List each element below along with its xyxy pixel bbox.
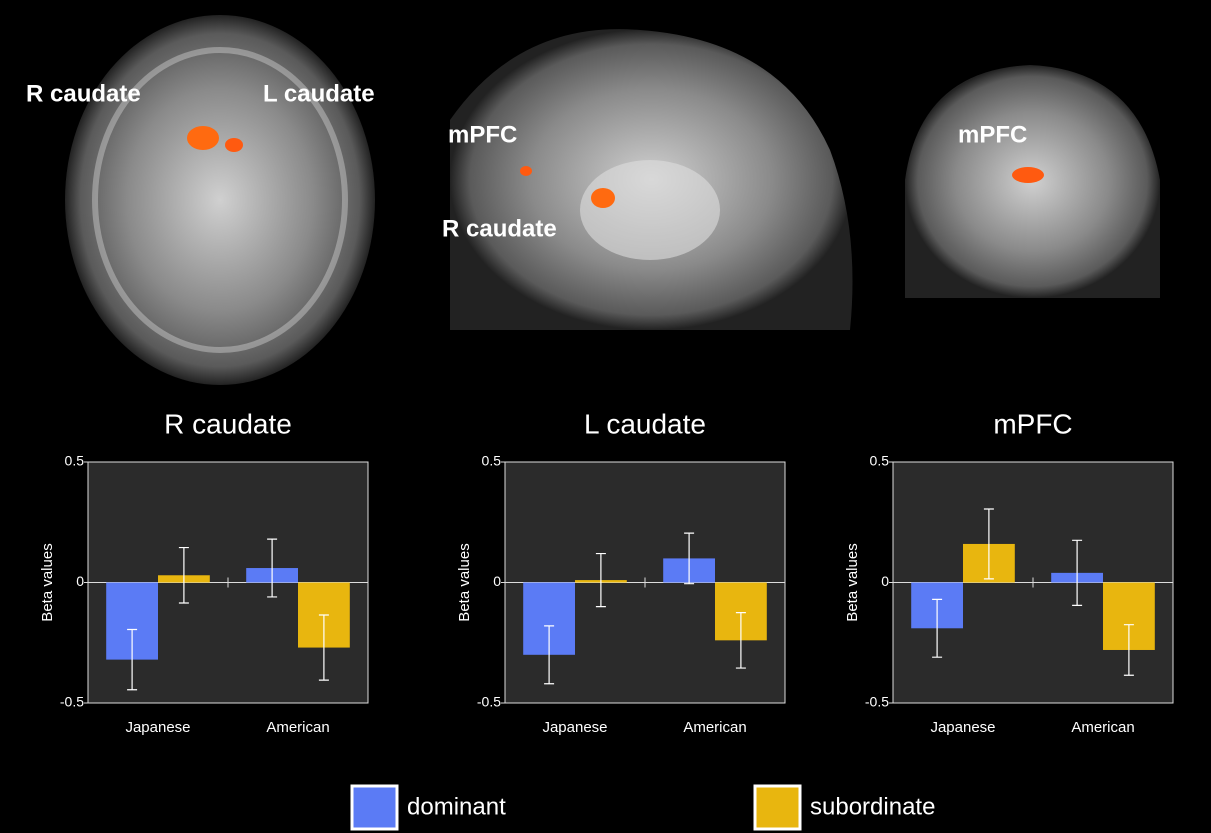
y-tick-label: 0 xyxy=(881,573,889,589)
chart-title: mPFC xyxy=(993,408,1072,439)
chart-title: L caudate xyxy=(584,408,706,439)
activation xyxy=(591,188,615,208)
y-axis-label: Beta values xyxy=(39,543,56,621)
error-bar xyxy=(178,546,189,604)
image-label: L caudate xyxy=(263,80,375,107)
error-bar xyxy=(595,552,606,608)
activation xyxy=(520,166,532,176)
image-label: mPFC xyxy=(958,121,1027,148)
x-tick-label: American xyxy=(266,719,329,736)
y-axis-label: Beta values xyxy=(456,543,473,621)
chart-title: R caudate xyxy=(164,408,292,439)
error-bar xyxy=(267,538,278,598)
legend-label: dominant xyxy=(407,793,506,820)
y-tick-label: 0.5 xyxy=(870,453,890,469)
y-tick-label: 0 xyxy=(76,573,84,589)
axial-slice xyxy=(65,15,375,385)
y-tick-label: -0.5 xyxy=(477,694,501,710)
error-bar xyxy=(318,614,329,681)
error-bar xyxy=(735,612,746,669)
y-tick-label: 0.5 xyxy=(482,453,502,469)
y-axis-label: Beta values xyxy=(844,543,861,621)
error-bar xyxy=(983,508,994,580)
error-bar xyxy=(1123,624,1134,676)
legend-swatch xyxy=(753,784,802,831)
error-bar xyxy=(127,628,138,691)
x-tick-label: American xyxy=(1071,719,1134,736)
error-bar xyxy=(544,625,555,685)
image-label: R caudate xyxy=(442,215,557,242)
image-label: mPFC xyxy=(448,121,517,148)
y-tick-label: -0.5 xyxy=(865,694,889,710)
error-bar xyxy=(932,598,943,658)
legend-label: subordinate xyxy=(810,793,935,820)
axial-detail xyxy=(92,47,348,353)
x-tick-label: Japanese xyxy=(930,719,995,736)
y-tick-label: -0.5 xyxy=(60,694,84,710)
x-tick-label: Japanese xyxy=(125,719,190,736)
x-tick-label: Japanese xyxy=(542,719,607,736)
sagittal-detail xyxy=(580,160,720,260)
x-tick-label: American xyxy=(683,719,746,736)
activation xyxy=(187,126,219,150)
activation xyxy=(1012,167,1044,183)
y-tick-label: 0.5 xyxy=(65,453,85,469)
legend-swatch xyxy=(350,784,399,831)
error-bar xyxy=(1072,539,1083,606)
y-tick-label: 0 xyxy=(493,573,501,589)
activation xyxy=(225,138,243,152)
image-label: R caudate xyxy=(26,80,141,107)
error-bar xyxy=(684,532,695,585)
